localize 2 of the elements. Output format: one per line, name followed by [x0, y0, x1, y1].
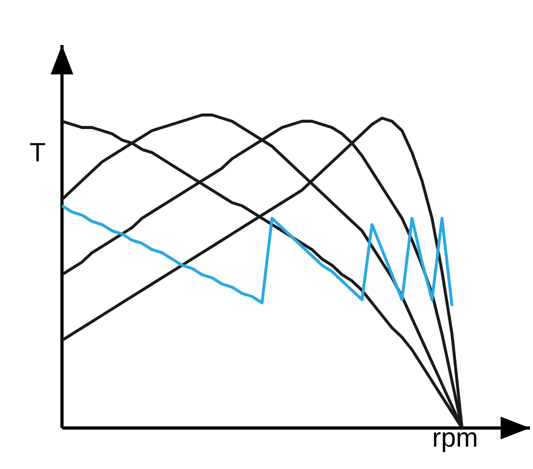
- x-axis-title: rpm: [434, 432, 476, 452]
- y-axis-title: T: [30, 143, 46, 162]
